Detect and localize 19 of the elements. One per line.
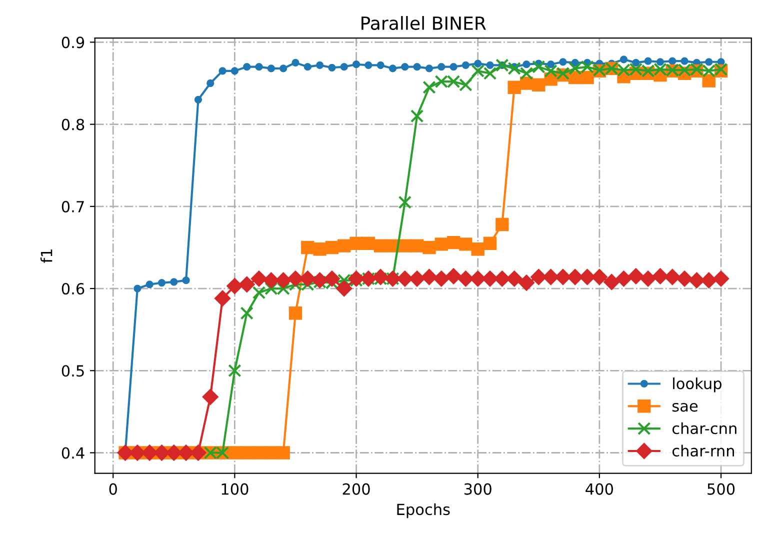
y-axis-title: f1 [40, 250, 52, 263]
y-tick-label: 0.4 [62, 447, 84, 459]
x-tick-label: 100 [222, 483, 248, 495]
y-tick-label: 0.7 [62, 200, 84, 212]
y-tick-label: 0.8 [62, 118, 84, 130]
x-tick-label: 400 [586, 483, 613, 495]
legend-label: lookup [673, 377, 722, 392]
y-tick-label: 0.9 [62, 36, 84, 48]
x-tick-label: 200 [342, 483, 370, 495]
x-tick-label: 300 [464, 483, 492, 495]
x-tick-label: 0 [109, 483, 117, 495]
legend-label: sae [672, 402, 698, 412]
chart-title: Parallel BINER [362, 16, 486, 30]
x-tick-label: 500 [708, 483, 735, 495]
legend-label: char-cnn [672, 422, 736, 434]
legend-label: char-rnn [672, 444, 734, 457]
y-tick-label: 0.6 [62, 282, 84, 295]
y-tick-label: 0.5 [62, 365, 84, 377]
x-axis-title: Epochs [397, 503, 450, 518]
